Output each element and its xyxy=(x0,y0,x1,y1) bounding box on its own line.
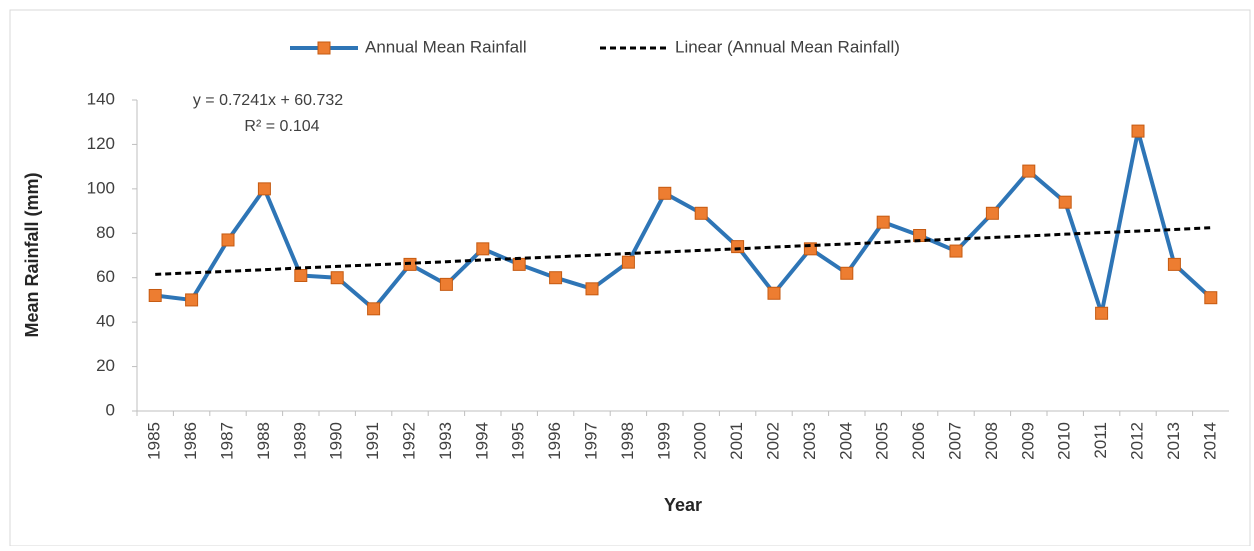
point-marker xyxy=(330,271,344,285)
x-tick-label: 1995 xyxy=(509,422,528,460)
x-tick-label: 1999 xyxy=(654,422,673,460)
trend-r2: R² = 0.104 xyxy=(244,118,319,135)
x-tick-label: 2004 xyxy=(836,422,855,460)
y-tick-label: 100 xyxy=(87,178,115,197)
x-tick-label: 1997 xyxy=(581,422,600,460)
point-marker xyxy=(585,282,599,296)
point-marker xyxy=(949,244,963,258)
series-line xyxy=(154,129,1213,316)
x-tick-label: 2010 xyxy=(1055,422,1074,460)
y-tick-label: 140 xyxy=(87,89,115,108)
x-tick-label: 1990 xyxy=(327,422,346,460)
point-marker xyxy=(367,302,381,316)
legend-label: Annual Mean Rainfall xyxy=(365,37,527,56)
point-marker xyxy=(985,206,999,220)
point-marker xyxy=(840,266,854,280)
x-tick-label: 2000 xyxy=(691,422,710,460)
x-tick-label: 2006 xyxy=(909,422,928,460)
point-marker xyxy=(1131,124,1145,138)
trend-line xyxy=(155,226,1211,276)
x-tick-label: 1985 xyxy=(145,422,164,460)
x-tick-label: 2001 xyxy=(727,422,746,460)
x-tick-label: 1996 xyxy=(545,422,564,460)
point-marker xyxy=(658,186,672,200)
x-tick-label: 2013 xyxy=(1164,422,1183,460)
point-marker xyxy=(549,271,563,285)
x-tick-label: 2002 xyxy=(763,422,782,460)
point-marker xyxy=(1022,164,1036,178)
point-marker xyxy=(694,206,708,220)
x-tick-label: 1993 xyxy=(436,422,455,460)
x-tick-label: 1989 xyxy=(290,422,309,460)
y-tick-label: 40 xyxy=(96,312,115,331)
legend-label: Linear (Annual Mean Rainfall) xyxy=(675,37,900,56)
x-tick-label: 2008 xyxy=(982,422,1001,460)
y-tick-label: 120 xyxy=(87,134,115,153)
point-marker xyxy=(1204,291,1218,305)
trend-equation: y = 0.7241x + 60.732 xyxy=(193,92,343,109)
y-tick-label: 20 xyxy=(96,356,115,375)
point-marker xyxy=(876,215,890,229)
y-tick-label: 60 xyxy=(96,267,115,286)
x-tick-label: 1991 xyxy=(363,422,382,460)
point-marker xyxy=(185,293,199,307)
x-tick-label: 2014 xyxy=(1200,422,1219,460)
point-marker xyxy=(221,233,235,247)
x-tick-label: 1992 xyxy=(399,422,418,460)
legend-marker xyxy=(317,41,331,55)
point-marker xyxy=(476,242,490,256)
x-axis-title: Year xyxy=(664,495,702,515)
point-marker xyxy=(148,288,162,302)
point-marker xyxy=(1095,306,1109,320)
x-tick-label: 2012 xyxy=(1127,422,1146,460)
point-marker xyxy=(621,255,635,269)
x-tick-label: 2003 xyxy=(800,422,819,460)
point-marker xyxy=(1058,195,1072,209)
x-tick-label: 1986 xyxy=(181,422,200,460)
y-tick-label: 0 xyxy=(106,400,115,419)
x-tick-label: 2009 xyxy=(1018,422,1037,460)
point-marker xyxy=(439,277,453,291)
y-tick-label: 80 xyxy=(96,223,115,242)
point-marker xyxy=(1167,257,1181,271)
point-marker xyxy=(294,268,308,282)
chart-border xyxy=(9,9,1251,547)
x-tick-label: 1987 xyxy=(217,422,236,460)
point-marker xyxy=(257,182,271,196)
x-tick-label: 1988 xyxy=(254,422,273,460)
x-tick-label: 2007 xyxy=(945,422,964,460)
x-tick-label: 1998 xyxy=(618,422,637,460)
point-marker xyxy=(731,240,745,254)
point-marker xyxy=(512,257,526,271)
x-tick-label: 2005 xyxy=(873,422,892,460)
y-axis-title: Mean Rainfall (mm) xyxy=(22,172,42,337)
point-marker xyxy=(767,286,781,300)
x-tick-label: 1994 xyxy=(472,422,491,460)
x-tick-label: 2011 xyxy=(1091,422,1110,459)
